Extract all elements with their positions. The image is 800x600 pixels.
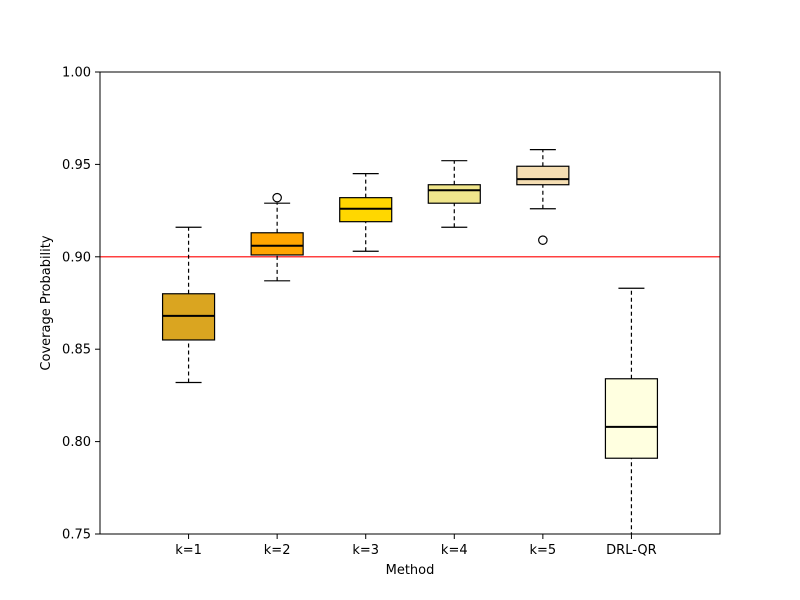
y-tick-label: 0.75 <box>62 528 91 543</box>
box-group-k-3 <box>339 173 393 252</box>
box <box>604 378 659 459</box>
y-tick-label: 0.85 <box>62 343 91 358</box>
x-tick-label: k=2 <box>264 543 291 558</box>
box-group-k-1 <box>161 226 216 384</box>
box-group-k-4 <box>427 160 481 228</box>
y-tick-label: 1.00 <box>62 66 91 81</box>
x-axis-label: Method <box>386 563 435 578</box>
x-axis: k=1 k=2 k=3 k=4 k=5 DRL-QR <box>175 534 657 558</box>
box <box>516 165 570 186</box>
x-tick-label: k=4 <box>441 543 468 558</box>
y-tick-label: 0.90 <box>62 250 91 265</box>
box <box>427 184 481 204</box>
x-tick-label: k=5 <box>530 543 557 558</box>
y-axis-label: Coverage Probability <box>39 235 54 370</box>
x-tick-label: k=1 <box>175 543 202 558</box>
y-tick-label: 0.80 <box>62 435 91 450</box>
x-tick-label: k=3 <box>352 543 379 558</box>
box <box>250 232 304 256</box>
axes-frame <box>99 71 721 535</box>
plot-area <box>100 149 720 534</box>
box-group-drl-qr <box>604 287 659 534</box>
y-tick-label: 0.95 <box>62 158 91 173</box>
x-tick-label: DRL-QR <box>606 543 657 558</box>
outlier-point <box>538 235 548 245</box>
outlier-point <box>272 192 282 203</box>
box-group-k-2 <box>250 192 304 282</box>
y-axis: 0.75 0.80 0.85 0.90 0.95 1.00 <box>62 66 100 543</box>
box-group-k-5 <box>516 149 570 245</box>
